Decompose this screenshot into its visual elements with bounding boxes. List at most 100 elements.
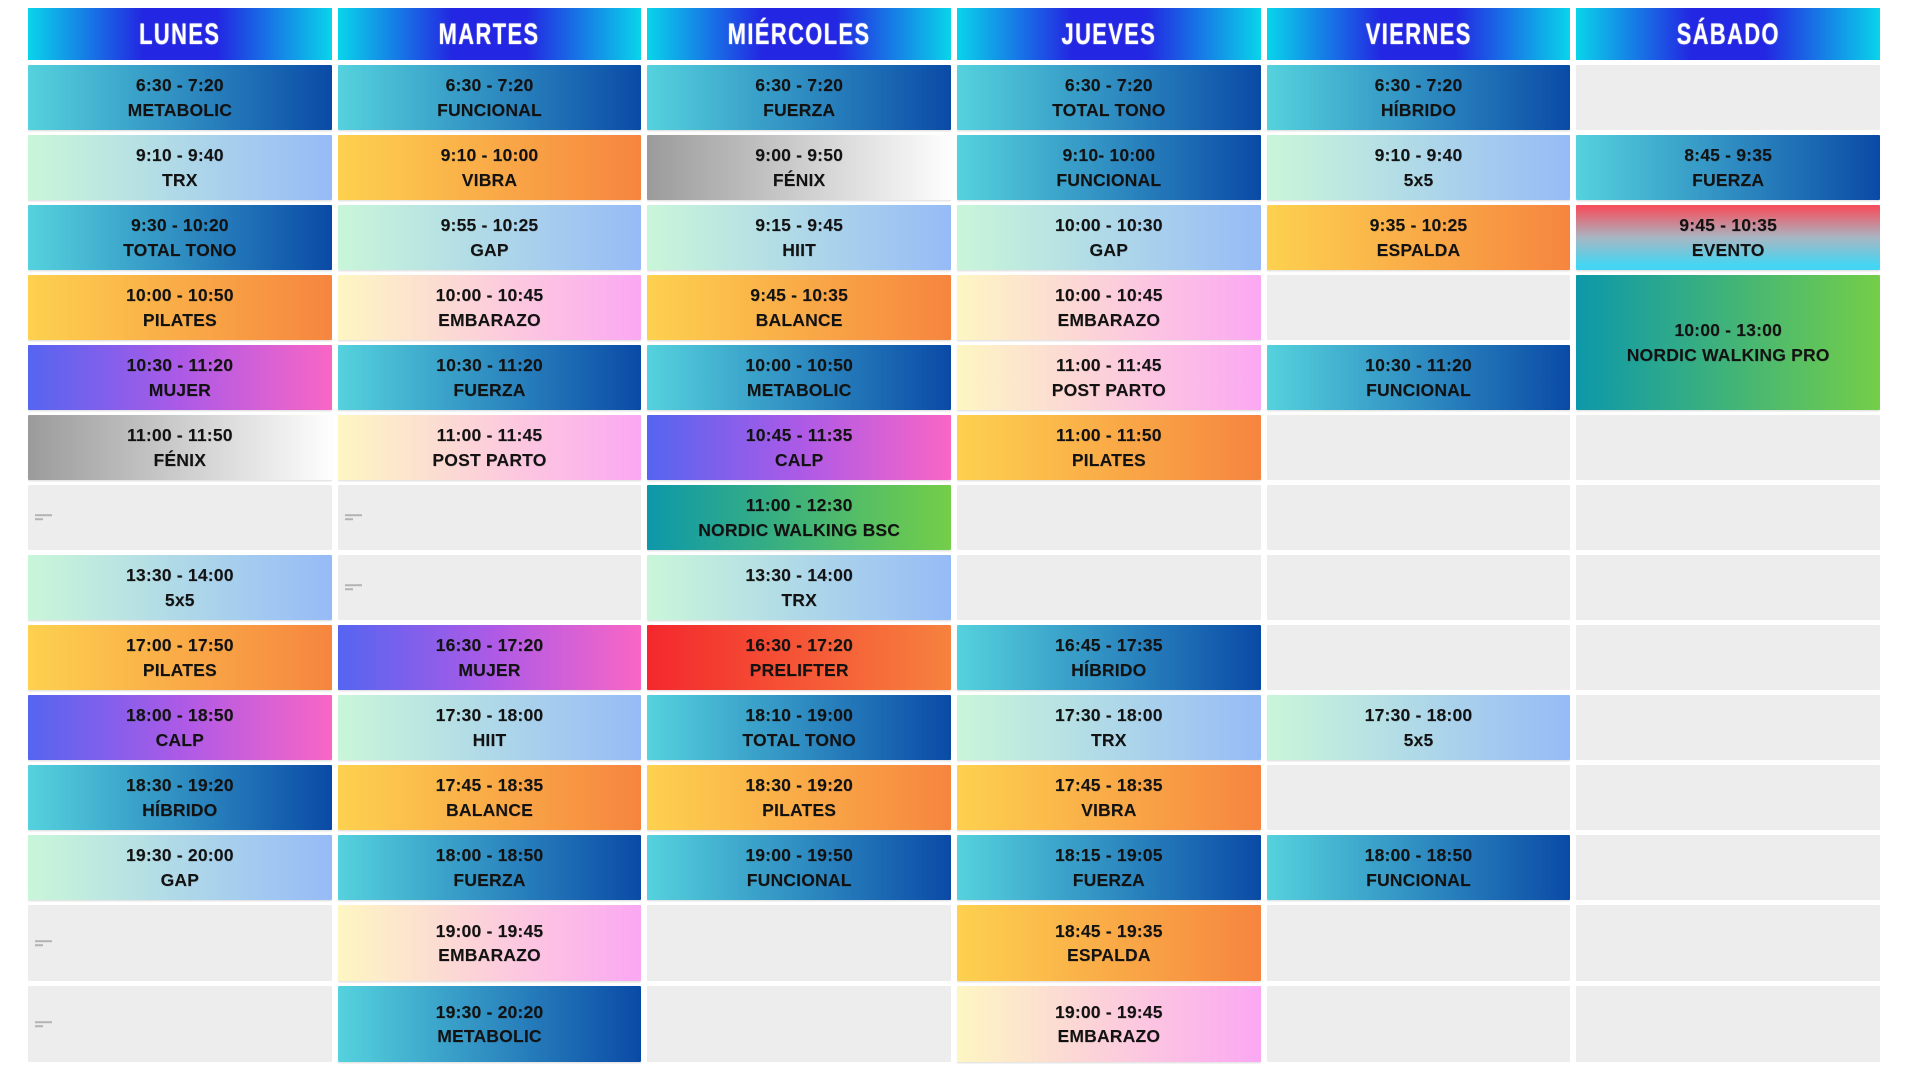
class-slot: 10:00 - 10:30 GAP	[956, 205, 1261, 270]
class-slot: 11:00 - 12:30 NORDIC WALKING BSC	[647, 485, 951, 550]
slot-time: 17:30 - 18:00	[435, 705, 544, 726]
slot-name: 5x5	[1403, 169, 1434, 190]
slot-name: HÍBRIDO	[1071, 659, 1147, 680]
slot-time: 9:10 - 9:40	[135, 145, 224, 166]
empty-slot	[1576, 485, 1880, 550]
class-slot: 18:10 - 19:00 TOTAL TONO	[647, 695, 951, 760]
class-slot: 19:30 - 20:00 GAP	[28, 835, 332, 900]
slot-name: METABOLIC	[127, 99, 233, 120]
class-slot: 9:15 - 9:45 HIIT	[647, 205, 951, 270]
empty-slot	[1576, 555, 1880, 620]
slot-name: TOTAL TONO	[123, 239, 237, 260]
slot-time: 10:00 - 10:50	[125, 285, 234, 306]
slot-name: VIBRA	[461, 169, 518, 190]
class-slot: 10:30 - 11:20 FUERZA	[337, 345, 642, 410]
tiny-placeholder-mark	[35, 513, 52, 523]
day-header-lunes: LUNES	[28, 8, 332, 60]
slot-time: 10:30 - 11:20	[436, 355, 543, 376]
slot-time: 10:00 - 10:45	[435, 285, 544, 306]
slot-name: VIBRA	[1081, 799, 1137, 820]
slot-name: GAP	[470, 239, 509, 260]
slot-time: 19:00 - 19:45	[1054, 1001, 1163, 1022]
slot-name: TOTAL TONO	[742, 729, 856, 750]
empty-slot	[1576, 986, 1880, 1062]
slot-time: 6:30 - 7:20	[755, 75, 844, 96]
slot-name: PILATES	[762, 799, 837, 820]
class-slot: 18:00 - 18:50 FUERZA	[337, 835, 642, 900]
slot-name: HIIT	[782, 239, 817, 260]
slot-time: 11:00 - 11:50	[1055, 425, 1162, 446]
empty-slot	[1576, 65, 1880, 130]
class-slot: 6:30 - 7:20 FUNCIONAL	[337, 65, 642, 130]
slot-name: PRELIFTER	[749, 659, 849, 680]
slot-time: 9:45 - 10:35	[1679, 215, 1778, 236]
slot-time: 18:10 - 19:00	[745, 705, 853, 726]
day-label: VIERNES	[1365, 16, 1472, 50]
class-slot: 11:00 - 11:45 POST PARTO	[337, 415, 642, 480]
class-slot: 16:30 - 17:20 MUJER	[337, 625, 642, 690]
slot-name: 5x5	[164, 589, 195, 610]
slot-time: 10:00 - 13:00	[1674, 320, 1782, 341]
empty-slot	[647, 905, 951, 981]
empty-slot	[1266, 625, 1571, 690]
slot-time: 19:00 - 19:45	[435, 920, 544, 941]
class-slot: 19:00 - 19:45 EMBARAZO	[956, 986, 1261, 1062]
slot-name: TRX	[1091, 729, 1127, 750]
slot-name: EMBARAZO	[438, 945, 541, 965]
class-slot: 11:00 - 11:45 POST PARTO	[956, 345, 1261, 410]
class-slot: 17:30 - 18:00 TRX	[956, 695, 1261, 760]
slot-name: FUNCIONAL	[1366, 869, 1471, 890]
slot-time: 18:30 - 19:20	[125, 775, 234, 796]
slot-time: 18:30 - 19:20	[745, 775, 853, 796]
class-slot: 11:00 - 11:50 PILATES	[956, 415, 1261, 480]
empty-slot	[1266, 905, 1571, 981]
slot-time: 10:30 - 11:20	[126, 355, 234, 376]
slot-name: METABOLIC	[437, 1026, 542, 1046]
empty-slot	[1576, 695, 1880, 760]
class-slot: 6:30 - 7:20 HÍBRIDO	[1266, 65, 1571, 130]
class-slot: 10:00 - 10:50 PILATES	[28, 275, 332, 340]
slot-time: 9:10- 10:00	[1062, 145, 1156, 166]
slot-time: 18:00 - 18:50	[1364, 845, 1473, 866]
empty-slot	[956, 485, 1261, 550]
slot-name: CALP	[774, 449, 824, 470]
class-slot: 10:00 - 10:45 EMBARAZO	[956, 275, 1261, 340]
class-slot: 19:30 - 20:20 METABOLIC	[337, 986, 642, 1062]
empty-slot	[28, 986, 332, 1062]
slot-name: HÍBRIDO	[142, 799, 218, 820]
slot-time: 9:00 - 9:50	[755, 145, 844, 166]
class-slot: 19:00 - 19:45 EMBARAZO	[337, 905, 642, 981]
class-slot: 9:00 - 9:50 FÉNIX	[647, 135, 951, 200]
slot-name: PILATES	[142, 309, 217, 330]
tiny-placeholder-mark	[344, 583, 362, 593]
slot-time: 6:30 - 7:20	[1064, 75, 1153, 96]
slot-name: MUJER	[458, 659, 521, 680]
class-slot: 13:30 - 14:00 5x5	[28, 555, 332, 620]
class-slot: 9:10 - 9:40 TRX	[28, 135, 332, 200]
slot-time: 18:45 - 19:35	[1054, 920, 1163, 941]
slot-time: 18:00 - 18:50	[125, 705, 234, 726]
class-slot: 19:00 - 19:50 FUNCIONAL	[647, 835, 951, 900]
class-slot: 10:00 - 10:50 METABOLIC	[647, 345, 951, 410]
class-slot: 17:30 - 18:00 HIIT	[337, 695, 642, 760]
class-slot: 6:30 - 7:20 METABOLIC	[28, 65, 332, 130]
day-header-jueves: JUEVES	[956, 8, 1261, 60]
slot-time: 6:30 - 7:20	[445, 75, 534, 96]
day-label: JUEVES	[1061, 16, 1157, 50]
empty-slot	[647, 986, 951, 1062]
class-slot: 10:45 - 11:35 CALP	[647, 415, 951, 480]
class-slot: 18:00 - 18:50 FUNCIONAL	[1266, 835, 1571, 900]
class-slot: 10:30 - 11:20 MUJER	[28, 345, 332, 410]
slot-name: FUERZA	[1072, 869, 1145, 890]
slot-name: EMBARAZO	[1057, 1026, 1161, 1046]
slot-time: 10:30 - 11:20	[1365, 355, 1472, 376]
slot-name: TRX	[781, 589, 817, 610]
class-slot: 17:45 - 18:35 VIBRA	[956, 765, 1261, 830]
slot-time: 17:45 - 18:35	[435, 775, 544, 796]
slot-time: 18:15 - 19:05	[1054, 845, 1163, 866]
tiny-placeholder-mark	[344, 513, 362, 523]
slot-name: FUERZA	[763, 99, 836, 120]
slot-name: FUNCIONAL	[1366, 379, 1471, 400]
empty-slot	[1266, 485, 1571, 550]
slot-name: ESPALDA	[1376, 239, 1461, 260]
